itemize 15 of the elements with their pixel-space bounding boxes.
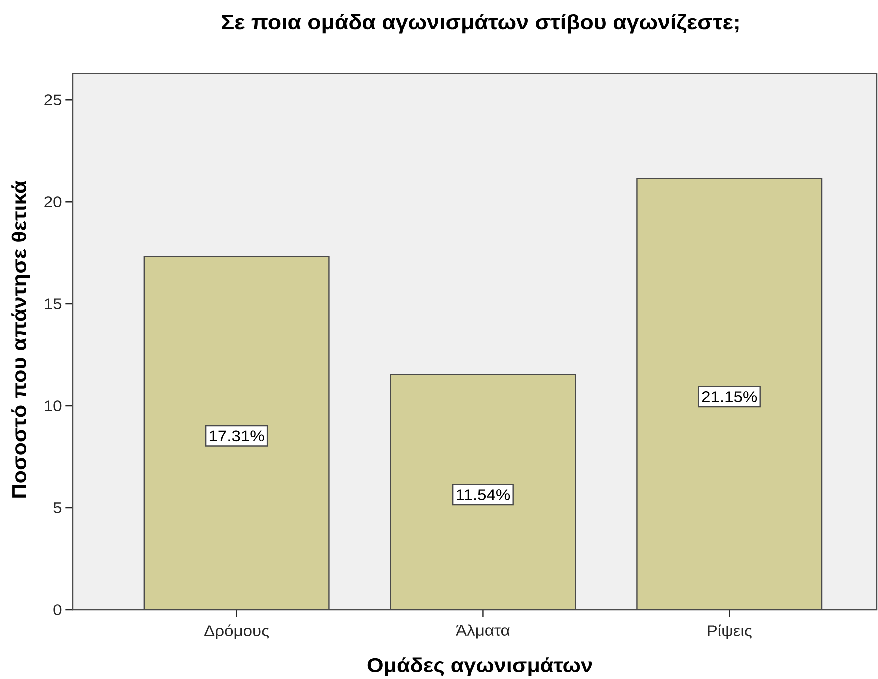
y-tick-label: 20	[44, 196, 62, 208]
y-tick-label: 5	[54, 502, 62, 514]
y-tick-label: 15	[45, 298, 62, 310]
x-tick-label: Δρόμους	[204, 624, 270, 640]
data-label: 21.15%	[702, 392, 758, 402]
data-label: 17.31%	[210, 430, 264, 442]
data-label: 11.54%	[456, 490, 510, 500]
y-tick-label: 10	[45, 400, 62, 412]
x-tick-label: Ρίψεις	[708, 624, 752, 640]
y-axis-title: Ποσοστό που απάντησε θετικά	[12, 180, 30, 498]
y-tick-label: 0	[54, 604, 62, 616]
x-tick-label: Άλματα	[456, 624, 510, 639]
y-tick-label: 25	[44, 94, 62, 106]
chart-title: Σε ποια ομάδα αγωνισμάτων στίβου αγωνίζεστε;	[222, 14, 739, 34]
x-axis-title: Ομάδες αγωνισμάτων	[368, 658, 592, 676]
